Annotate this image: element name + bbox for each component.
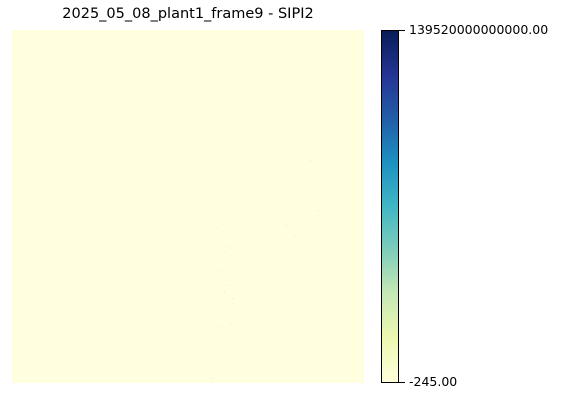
speckle-0 [217, 228, 218, 229]
speckle-7 [232, 298, 233, 299]
speckle-3 [229, 260, 230, 261]
heatmap-image [12, 30, 364, 383]
speckle-4 [218, 270, 219, 271]
speckle-11 [310, 160, 311, 161]
colorbar-bottom-tick [399, 382, 405, 383]
speckle-6 [224, 292, 225, 293]
speckle-13 [286, 225, 287, 226]
speckle-8 [230, 324, 231, 325]
colorbar-min-label: -245.00 [409, 374, 458, 389]
speckle-1 [226, 246, 227, 247]
speckle-14 [294, 236, 295, 237]
colorbar-max-label: 139520000000000.00 [409, 22, 549, 37]
speckle-10 [212, 378, 213, 379]
speckle-2 [225, 252, 226, 253]
colorbar-top-tick [399, 30, 405, 31]
speckle-5 [229, 285, 230, 286]
colorbar [381, 30, 399, 383]
speckle-12 [318, 210, 319, 211]
speckle-layer [212, 160, 319, 379]
chart-title: 2025_05_08_plant1_frame9 - SIPI2 [62, 6, 314, 22]
speckle-9 [221, 326, 222, 327]
